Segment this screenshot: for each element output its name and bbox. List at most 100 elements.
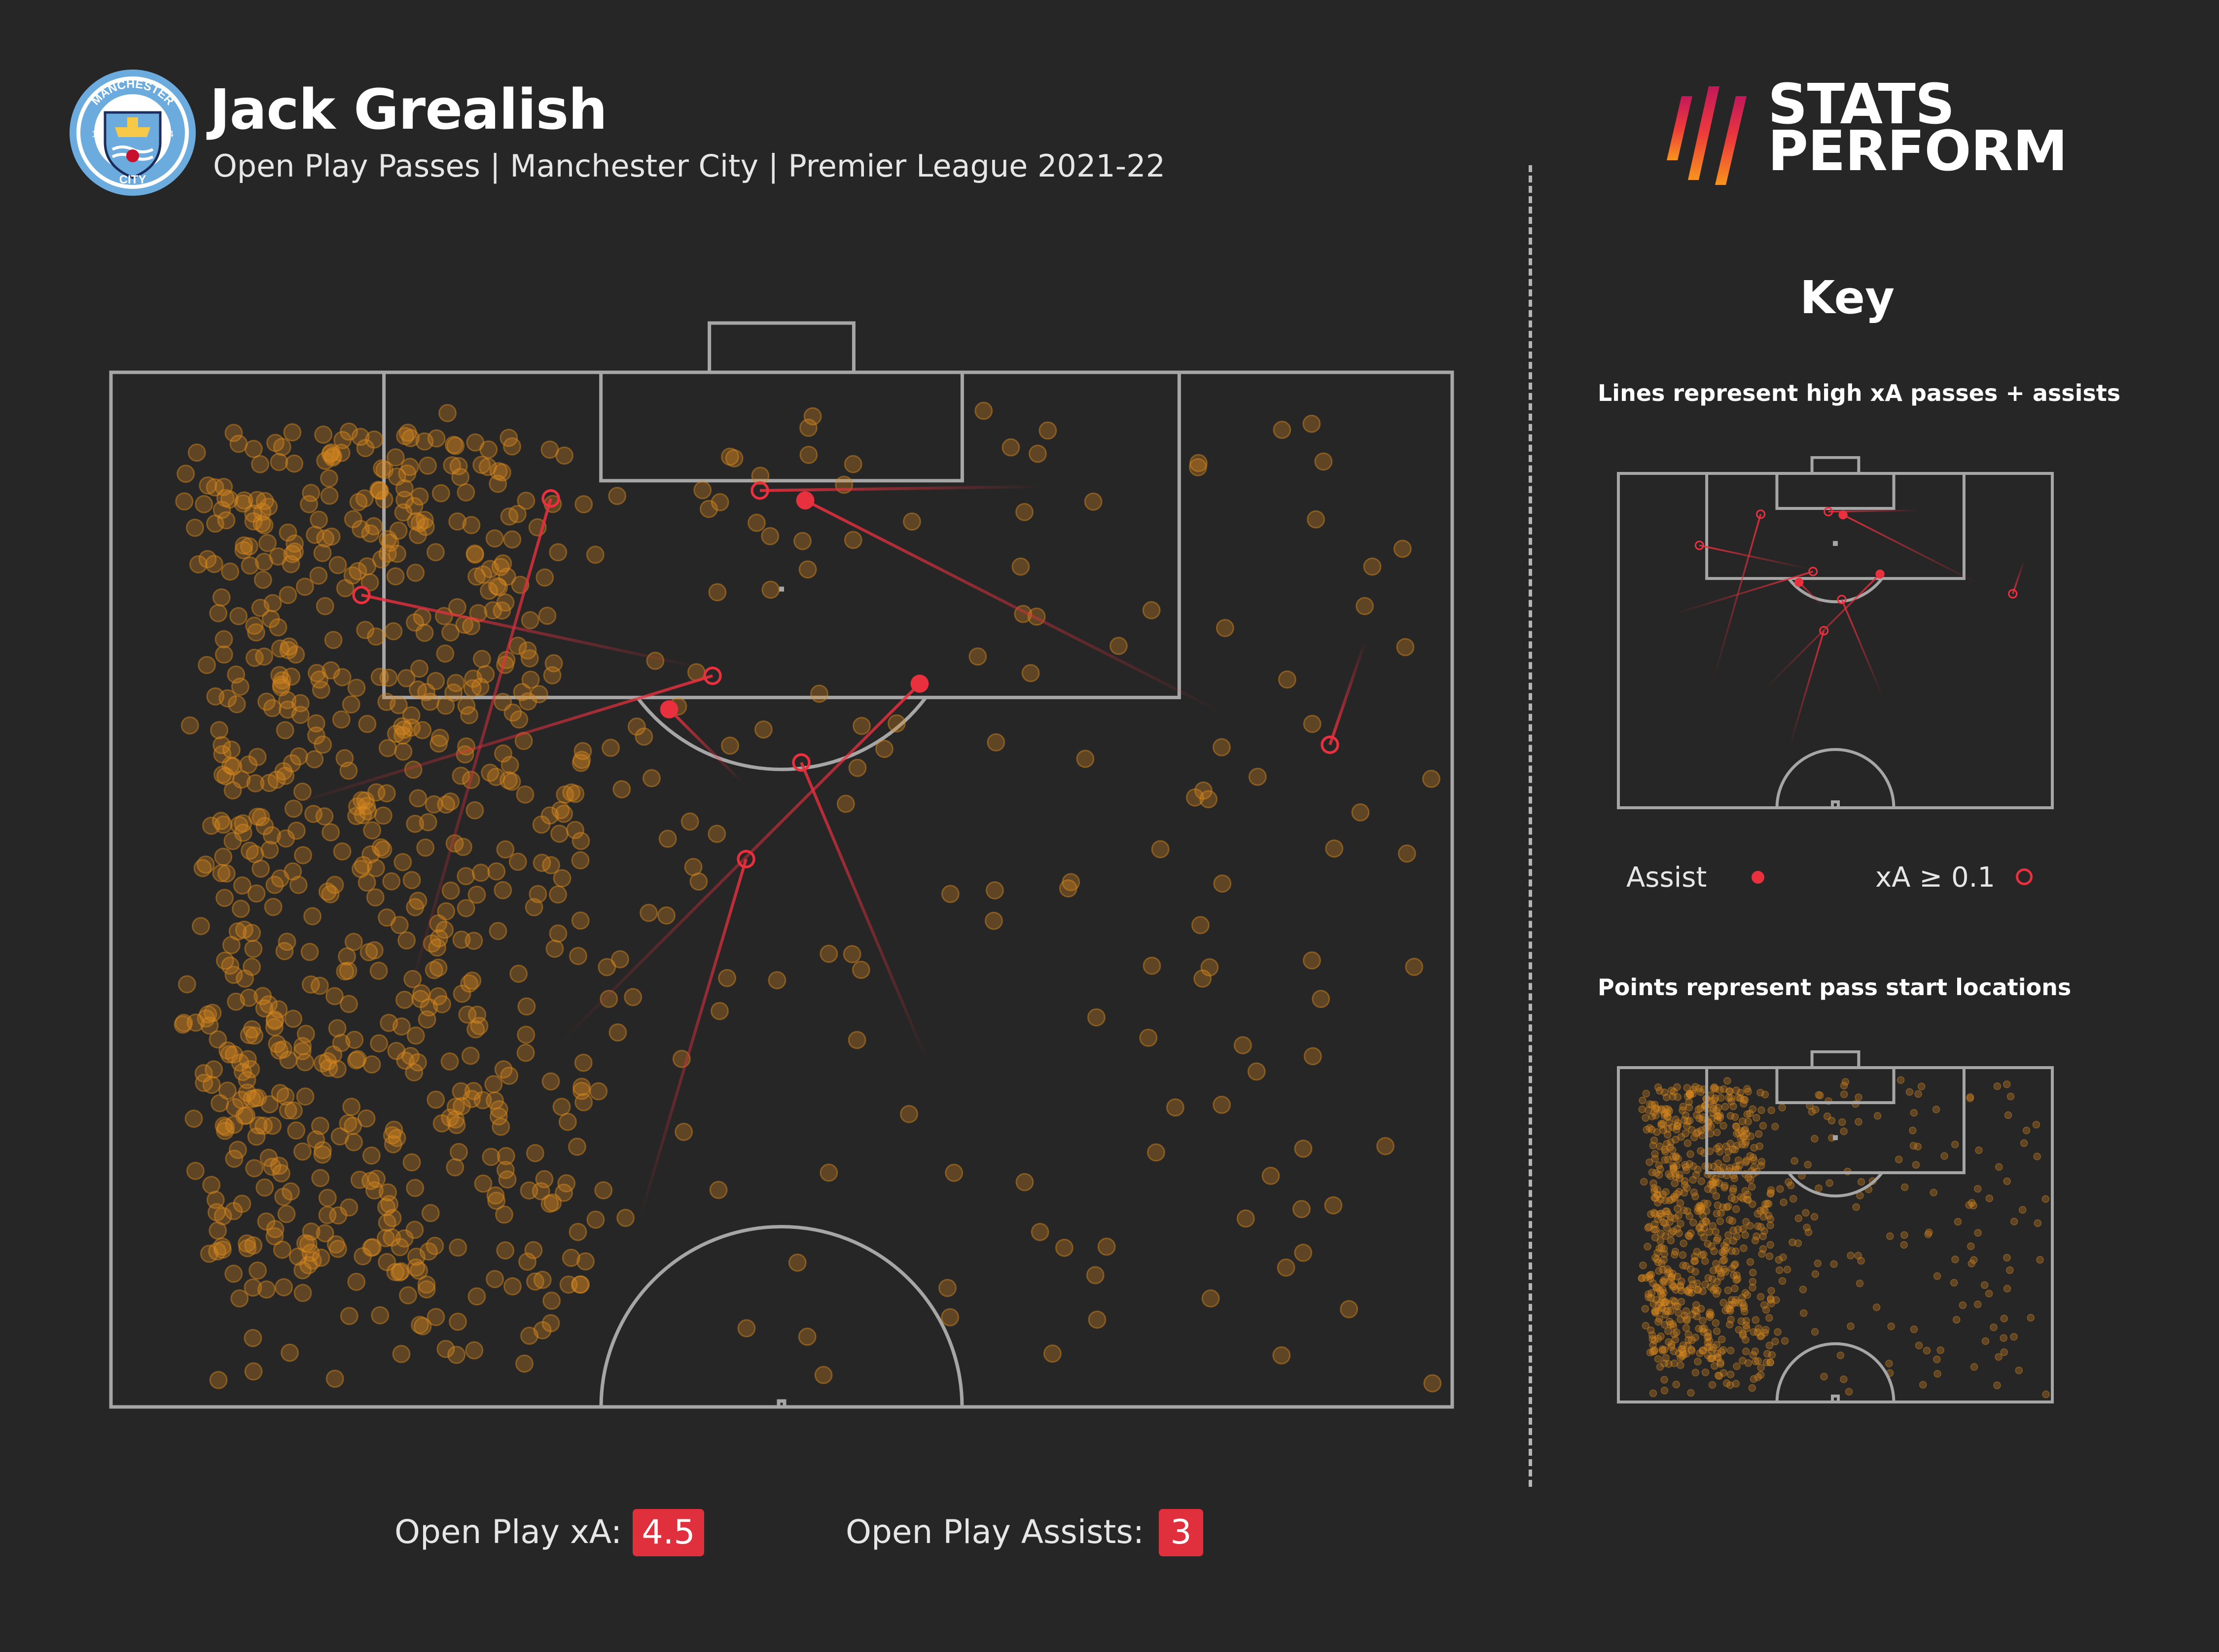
pass-start-point <box>1732 1086 1740 1094</box>
pass-start-point <box>1709 1343 1718 1352</box>
pass-start-point <box>1758 1250 1766 1258</box>
pass-start-point <box>1713 1349 1721 1358</box>
pass-start-point <box>389 521 408 540</box>
pass-start-point <box>1855 1118 1862 1126</box>
pass-start-point <box>1689 1219 1697 1226</box>
pass-start-point <box>2032 1120 2040 1129</box>
pass-start-point <box>1767 1287 1775 1295</box>
pass-start-point <box>1654 1258 1662 1266</box>
pass-start-point <box>240 988 258 1007</box>
pass-start-point <box>361 524 380 543</box>
pass-start-point <box>275 942 294 961</box>
pass-start-point <box>449 1238 467 1257</box>
pass-start-point <box>311 1169 330 1187</box>
pass-start-point <box>1671 1335 1679 1344</box>
legend-xa-label: xA ≥ 0.1 <box>1875 862 1996 894</box>
pass-start-point <box>520 649 539 668</box>
pass-start-point <box>293 1142 312 1161</box>
pass-start-point <box>421 1204 440 1222</box>
pass-start-point <box>213 501 231 519</box>
pass-start-point <box>517 997 536 1016</box>
pass-start-point <box>737 1319 756 1338</box>
pass-start-point <box>502 772 521 791</box>
stats-perform-stripes-icon <box>1667 86 1747 185</box>
pass-start-point <box>389 696 408 715</box>
pass-start-point <box>725 449 744 467</box>
key-pitch-lines <box>1617 456 2054 809</box>
pass-start-point <box>1668 1195 1676 1203</box>
pass-start-point <box>1754 1130 1763 1138</box>
pass-start-point <box>1771 1122 1779 1131</box>
pass-start-point <box>365 430 384 449</box>
pass-start-point <box>235 1107 254 1125</box>
pass-start-point <box>224 1202 243 1221</box>
pass-start-point <box>205 555 223 574</box>
pass-start-point <box>378 1183 397 1202</box>
pass-start-point <box>1724 1202 1732 1211</box>
pass-start-point <box>1712 1175 1719 1183</box>
pass-start-point <box>1909 1142 1918 1150</box>
pass-start-point <box>1684 1286 1692 1294</box>
pass-start-point <box>1897 1076 1905 1084</box>
pass-start-point <box>1682 1166 1690 1174</box>
pass-start-point <box>1638 1105 1646 1113</box>
pass-start-point <box>1766 1359 1774 1366</box>
pass-start-point <box>1742 1158 1750 1166</box>
pass-start-point <box>675 1122 693 1141</box>
pass-start-point <box>1675 1212 1682 1220</box>
pass-start-point <box>1726 1301 1734 1309</box>
pass-start-point <box>515 1354 534 1373</box>
pass-start-point <box>1653 1128 1661 1136</box>
pass-start-point <box>233 1194 251 1213</box>
pass-start-point <box>338 947 357 966</box>
pass-start-point <box>541 1314 560 1332</box>
pass-start-point <box>1707 1283 1715 1291</box>
pass-start-point <box>1694 1166 1702 1174</box>
pass-start-point <box>265 1227 284 1246</box>
pass-start-point <box>398 464 417 483</box>
pass-start-point <box>1757 1223 1765 1231</box>
pass-start-point <box>1747 1176 1754 1184</box>
key-points-caption: Points represent pass start locations <box>1598 974 2072 1001</box>
pass-start-point <box>1651 1307 1659 1315</box>
pass-start-point <box>1993 1082 2002 1090</box>
pass-start-point <box>1662 1188 1670 1196</box>
pass-start-point <box>1652 1105 1661 1113</box>
pass-start-point <box>1696 1349 1704 1358</box>
xa-pass-line <box>1841 599 1884 697</box>
pass-start-point <box>270 1156 288 1175</box>
pass-start-point <box>1689 1176 1697 1184</box>
six-yard-box <box>599 370 964 483</box>
xa-end-marker <box>703 666 722 685</box>
pass-start-point <box>1651 1233 1659 1242</box>
pass-start-point <box>1732 1380 1740 1388</box>
pass-start-point <box>1714 1116 1722 1124</box>
pass-start-point <box>1673 1272 1682 1281</box>
pass-start-point <box>1695 1114 1703 1122</box>
pass-start-point <box>394 742 413 761</box>
pass-start-point <box>1756 1293 1765 1301</box>
pass-start-point <box>244 1329 262 1347</box>
pass-start-point <box>465 1341 484 1360</box>
pass-start-point <box>513 682 532 701</box>
pass-start-point <box>1651 1155 1659 1163</box>
pass-start-point <box>1677 1361 1684 1369</box>
pass-start-point <box>360 573 379 592</box>
pass-start-point <box>1753 1232 1760 1240</box>
pass-start-point <box>1712 1192 1720 1200</box>
pass-start-point <box>1657 1106 1665 1114</box>
pass-start-point <box>253 571 272 589</box>
pass-start-point <box>425 961 443 979</box>
pass-start-point <box>689 872 708 891</box>
pass-start-point <box>1363 557 1382 576</box>
pass-start-point <box>1651 1309 1659 1317</box>
pass-start-point <box>1686 1150 1694 1158</box>
pass-start-point <box>466 433 485 452</box>
pass-start-point <box>699 500 718 518</box>
pass-start-point <box>295 577 314 596</box>
pass-start-point <box>1789 1195 1797 1203</box>
pass-start-point <box>266 1010 285 1029</box>
pass-start-point <box>1665 1268 1674 1276</box>
pass-start-point <box>223 781 242 800</box>
pass-start-point <box>263 594 282 612</box>
